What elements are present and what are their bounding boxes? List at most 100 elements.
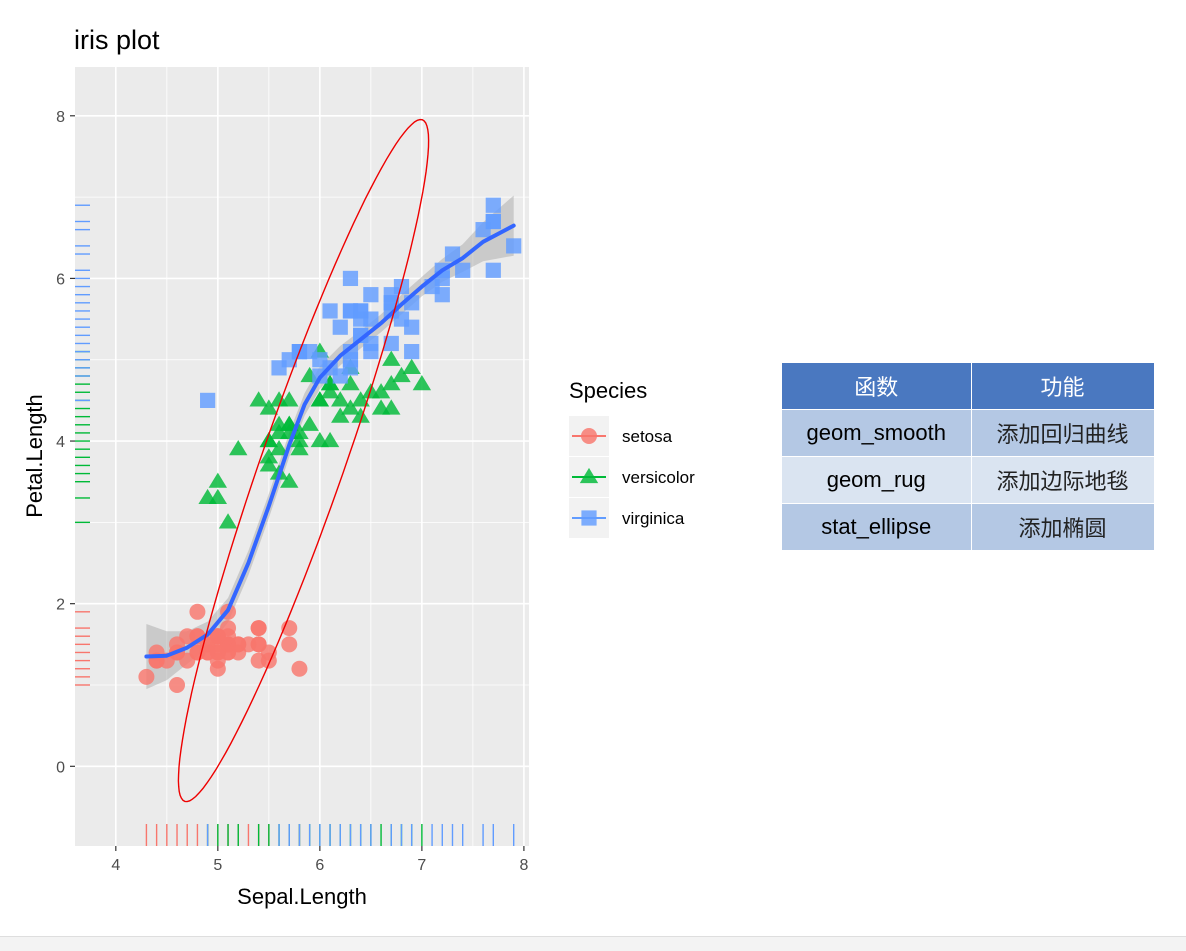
confidence-ellipse xyxy=(177,118,430,803)
data-point-versicolor xyxy=(249,391,268,407)
table-cell-function: geom_smooth xyxy=(782,409,972,457)
data-point-setosa xyxy=(260,652,277,669)
bottom-status-strip xyxy=(0,936,1186,951)
data-point-setosa xyxy=(189,603,206,620)
data-point-versicolor xyxy=(320,375,340,391)
table-cell-feature: 添加回归曲线 xyxy=(971,409,1155,457)
data-point-setosa xyxy=(138,668,155,685)
plot-panel xyxy=(75,67,529,846)
smooth-line-layer xyxy=(144,223,516,659)
y-tick-label: 2 xyxy=(56,597,65,614)
data-point-virginica xyxy=(434,287,450,303)
data-point-versicolor xyxy=(320,383,340,399)
data-point-versicolor xyxy=(371,399,391,415)
legend-marker-versicolor xyxy=(579,467,599,484)
data-point-virginica xyxy=(363,287,379,303)
data-point-virginica xyxy=(455,262,471,278)
data-point-virginica xyxy=(363,335,379,352)
x-tick-label: 4 xyxy=(111,857,120,874)
data-point-virginica xyxy=(271,360,287,376)
x-tick-label: 6 xyxy=(315,857,324,874)
y-tick-label: 8 xyxy=(56,109,65,126)
table-row: geom_smooth 添加回归曲线 xyxy=(782,409,1155,457)
data-point-virginica xyxy=(485,197,501,213)
data-point-setosa xyxy=(209,644,226,661)
data-point-setosa xyxy=(281,636,298,653)
legend-marker-virginica xyxy=(581,510,597,526)
data-point-virginica xyxy=(485,262,501,278)
data-point-versicolor xyxy=(269,391,289,407)
legend: setosa versicolor virginica xyxy=(569,416,695,538)
table-cell-function: stat_ellipse xyxy=(782,503,972,551)
data-point-virginica xyxy=(332,319,348,335)
y-tick-label: 4 xyxy=(56,434,65,451)
data-point-versicolor xyxy=(269,440,289,456)
data-point-setosa xyxy=(169,676,186,693)
rug-marks xyxy=(75,204,515,846)
data-point-versicolor xyxy=(371,383,391,399)
data-point-virginica xyxy=(485,213,501,230)
data-point-versicolor xyxy=(392,366,411,383)
data-point-versicolor xyxy=(259,456,279,472)
data-point-virginica xyxy=(506,238,522,254)
data-point-virginica xyxy=(200,392,216,408)
data-point-versicolor xyxy=(320,431,340,448)
data-point-versicolor xyxy=(259,448,279,464)
table-cell-function: geom_rug xyxy=(782,456,972,504)
data-point-versicolor xyxy=(290,440,309,456)
data-point-versicolor xyxy=(331,391,350,407)
y-tick-label: 6 xyxy=(56,271,65,288)
x-axis-title: Sepal.Length xyxy=(237,884,367,909)
x-tick-label: 7 xyxy=(417,857,426,874)
data-point-versicolor xyxy=(412,375,432,391)
legend-title: Species xyxy=(569,378,647,403)
data-point-setosa xyxy=(189,644,206,661)
data-point-setosa xyxy=(291,660,308,677)
data-point-versicolor xyxy=(341,375,360,391)
chart-title: iris plot xyxy=(74,25,160,55)
data-point-versicolor xyxy=(229,440,248,456)
data-point-versicolor xyxy=(351,391,370,407)
data-point-versicolor xyxy=(341,399,360,415)
data-point-virginica xyxy=(404,319,420,335)
data-point-setosa xyxy=(240,636,257,653)
data-point-virginica xyxy=(444,246,461,262)
x-tick-label: 8 xyxy=(519,857,528,874)
data-point-versicolor xyxy=(382,375,401,391)
data-point-virginica xyxy=(342,270,359,287)
smooth-line xyxy=(144,223,516,659)
data-point-versicolor xyxy=(259,399,279,415)
x-tick-label: 5 xyxy=(213,857,222,874)
data-point-versicolor xyxy=(208,472,228,488)
ellipse-layer xyxy=(177,118,430,803)
data-point-versicolor xyxy=(331,407,350,423)
data-point-setosa xyxy=(220,628,237,645)
y-axis-title: Petal.Length xyxy=(22,394,47,518)
data-point-versicolor xyxy=(351,407,370,423)
data-point-versicolor xyxy=(208,488,228,505)
data-point-virginica xyxy=(353,311,369,327)
data-point-versicolor xyxy=(290,431,309,448)
data-point-versicolor xyxy=(402,358,421,374)
table-header-feature: 功能 xyxy=(971,363,1155,410)
data-point-virginica xyxy=(302,344,318,360)
data-point-virginica xyxy=(404,344,420,360)
table-cell-feature: 添加椭圆 xyxy=(971,503,1155,551)
legend-label: virginica xyxy=(622,509,685,528)
table-header-function: 函数 xyxy=(782,363,972,410)
data-point-virginica xyxy=(383,335,399,352)
table-row: geom_rug 添加边际地毯 xyxy=(782,456,1155,504)
data-point-virginica xyxy=(342,352,359,368)
y-tick-label: 0 xyxy=(56,759,65,776)
data-point-versicolor xyxy=(382,350,401,366)
table-header-row: 函数 功能 xyxy=(782,363,1155,410)
table-cell-feature: 添加边际地毯 xyxy=(971,456,1155,504)
legend-marker-setosa xyxy=(581,428,597,444)
axis-ticks: 4 5 6 7 8 0 2 4 6 8 xyxy=(56,109,528,874)
data-point-versicolor xyxy=(259,431,279,448)
scatter-points xyxy=(138,197,522,693)
legend-label: versicolor xyxy=(622,468,695,487)
function-table: 函数 功能 geom_smooth 添加回归曲线 geom_rug 添加边际地毯… xyxy=(782,363,1155,551)
data-point-versicolor xyxy=(280,415,299,431)
